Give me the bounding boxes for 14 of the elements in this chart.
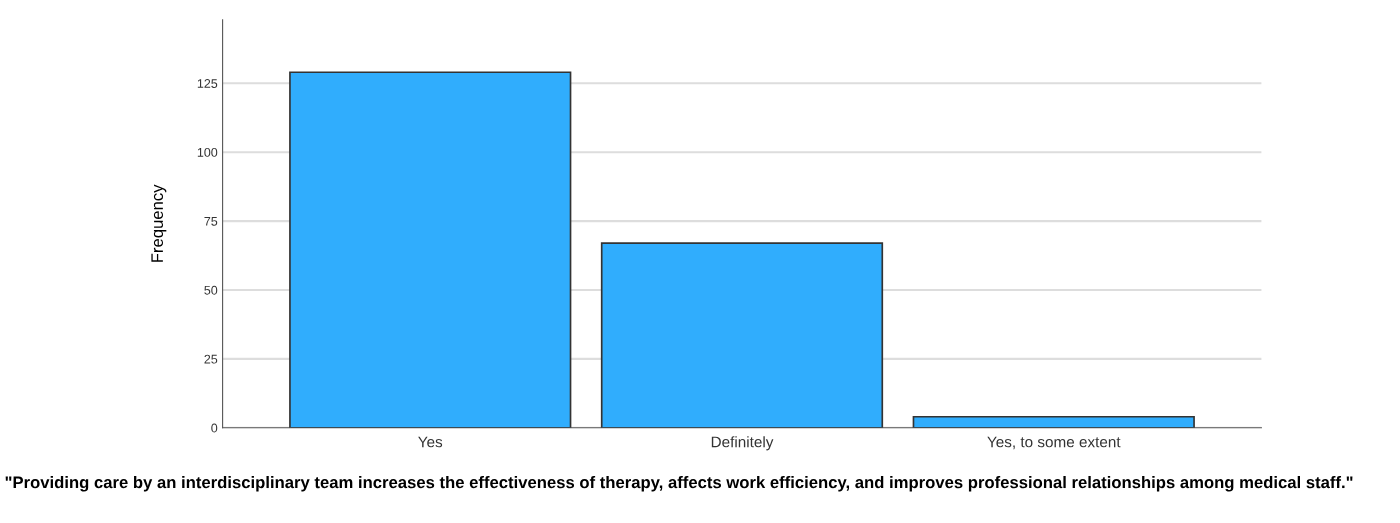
bar bbox=[289, 71, 572, 428]
x-tick-label: Yes bbox=[418, 436, 443, 448]
x-tick-label: Definitely bbox=[711, 436, 774, 451]
y-tick-label: 50 bbox=[204, 285, 218, 295]
x-axis-title: "Providing care by an interdisciplinary team increases the effectiveness of therapy, affects work efficiency, and improves professional relationships among medical staff." bbox=[5, 475, 1353, 492]
y-tick-label: 125 bbox=[197, 79, 218, 88]
x-tick-label: Yes, to some extent bbox=[987, 436, 1121, 450]
bar bbox=[912, 415, 1195, 428]
y-tick-label: 0 bbox=[211, 423, 218, 433]
y-tick-label: 25 bbox=[204, 354, 218, 364]
bar bbox=[600, 242, 884, 428]
y-tick-label: 75 bbox=[204, 217, 218, 226]
y-axis-title: Frequency bbox=[151, 184, 167, 262]
y-tick-label: 100 bbox=[197, 147, 218, 157]
